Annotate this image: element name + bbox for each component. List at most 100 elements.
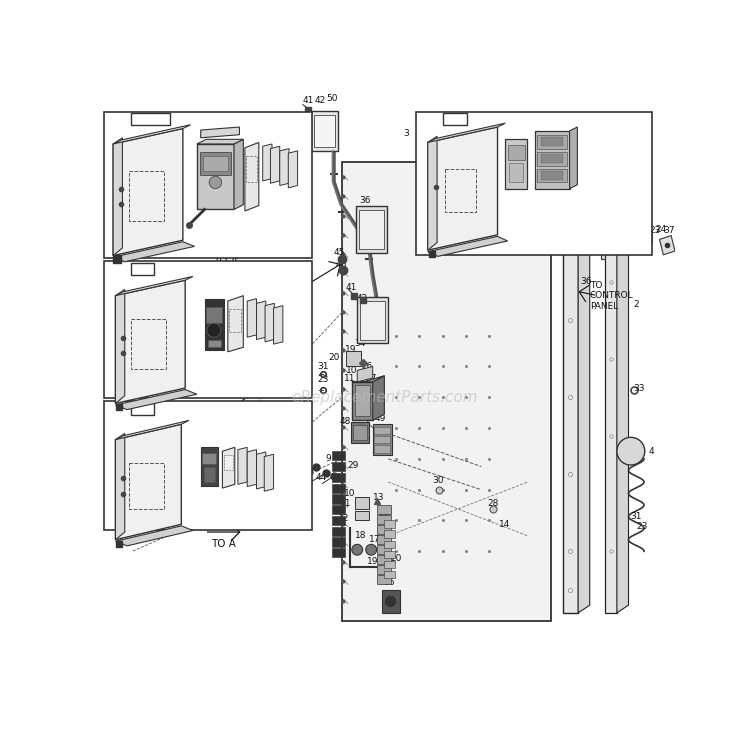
Bar — [376, 555, 391, 564]
Bar — [332, 505, 345, 514]
Circle shape — [616, 437, 645, 465]
Text: 41: 41 — [345, 283, 357, 292]
Text: 49: 49 — [375, 414, 386, 423]
Text: ED: ED — [134, 404, 151, 414]
Text: A: A — [448, 126, 454, 135]
Bar — [353, 425, 367, 440]
Text: G: G — [264, 304, 271, 312]
Polygon shape — [238, 447, 248, 484]
Bar — [445, 170, 476, 212]
Text: 44: 44 — [315, 473, 326, 482]
Bar — [104, 261, 311, 398]
Bar — [453, 199, 463, 210]
Bar — [537, 152, 567, 165]
Polygon shape — [280, 149, 289, 185]
Text: 32: 32 — [597, 168, 608, 177]
Bar — [355, 511, 369, 521]
Bar — [541, 154, 563, 163]
Bar — [202, 454, 216, 464]
Text: 8: 8 — [449, 222, 454, 231]
Text: 11: 11 — [344, 373, 355, 382]
Polygon shape — [201, 447, 217, 486]
Text: 15: 15 — [379, 514, 390, 524]
Text: eReplacementParts.com: eReplacementParts.com — [291, 390, 478, 405]
Text: D: D — [238, 458, 244, 467]
Text: 41: 41 — [303, 96, 314, 106]
Text: 36: 36 — [580, 278, 592, 286]
Text: C: C — [247, 170, 253, 179]
Text: ENGINE
HARNESS: ENGINE HARNESS — [214, 272, 277, 300]
Text: L: L — [118, 397, 123, 406]
Text: 19: 19 — [345, 345, 357, 354]
Text: H: H — [430, 243, 436, 252]
Text: J: J — [120, 475, 123, 484]
Text: C: C — [224, 318, 230, 327]
Text: QN: QN — [446, 115, 464, 124]
Text: F: F — [254, 308, 259, 317]
Polygon shape — [116, 420, 189, 440]
Text: A: A — [153, 128, 159, 137]
Polygon shape — [116, 390, 196, 410]
Polygon shape — [264, 455, 274, 491]
Text: 10: 10 — [346, 366, 358, 375]
Text: J: J — [433, 180, 435, 189]
Polygon shape — [271, 147, 280, 183]
Text: 50: 50 — [327, 94, 338, 103]
Bar — [374, 445, 390, 452]
Text: 39: 39 — [438, 158, 450, 167]
Text: 31: 31 — [631, 512, 642, 521]
Text: 42: 42 — [356, 294, 368, 304]
Text: TO
CONTROL
PANEL: TO CONTROL PANEL — [590, 280, 633, 310]
Polygon shape — [256, 452, 265, 489]
Polygon shape — [605, 243, 616, 613]
Text: C: C — [485, 125, 491, 134]
Text: G: G — [283, 147, 290, 156]
Bar — [200, 152, 231, 175]
Text: G: G — [260, 451, 266, 460]
Polygon shape — [616, 236, 628, 613]
Text: J: J — [118, 184, 121, 193]
Bar — [130, 463, 164, 509]
Polygon shape — [528, 185, 590, 206]
Text: 21: 21 — [640, 223, 651, 232]
Polygon shape — [116, 280, 185, 403]
Text: 6: 6 — [440, 202, 446, 211]
Text: 29: 29 — [348, 461, 359, 469]
Bar — [208, 339, 220, 347]
Bar — [131, 113, 170, 126]
Polygon shape — [659, 236, 675, 255]
Polygon shape — [201, 127, 239, 138]
Polygon shape — [196, 144, 234, 209]
Text: 24: 24 — [656, 225, 667, 234]
Text: J: J — [164, 527, 167, 536]
Circle shape — [585, 194, 607, 216]
Polygon shape — [244, 142, 259, 211]
Text: H: H — [268, 446, 275, 455]
Bar — [541, 171, 563, 180]
Bar — [376, 515, 391, 524]
Bar — [104, 401, 311, 530]
Text: C: C — [225, 464, 231, 473]
Polygon shape — [116, 526, 193, 546]
Bar — [332, 472, 345, 482]
Polygon shape — [427, 136, 437, 250]
Text: E: E — [202, 483, 208, 492]
Polygon shape — [357, 297, 388, 344]
Text: 3.): 3.) — [110, 118, 127, 128]
Bar — [332, 548, 345, 557]
Text: A: A — [155, 282, 161, 291]
Polygon shape — [356, 206, 387, 252]
Bar — [384, 571, 395, 578]
Bar — [384, 521, 395, 528]
Text: H: H — [274, 299, 281, 308]
Text: H: H — [292, 144, 299, 153]
Bar — [332, 527, 345, 536]
Text: 7: 7 — [452, 205, 458, 214]
Polygon shape — [256, 301, 265, 339]
Bar — [537, 135, 567, 149]
Text: 37: 37 — [663, 225, 674, 234]
Text: TO A: TO A — [213, 256, 238, 266]
Bar — [384, 540, 395, 548]
Bar — [443, 113, 466, 126]
Text: K: K — [116, 174, 122, 183]
